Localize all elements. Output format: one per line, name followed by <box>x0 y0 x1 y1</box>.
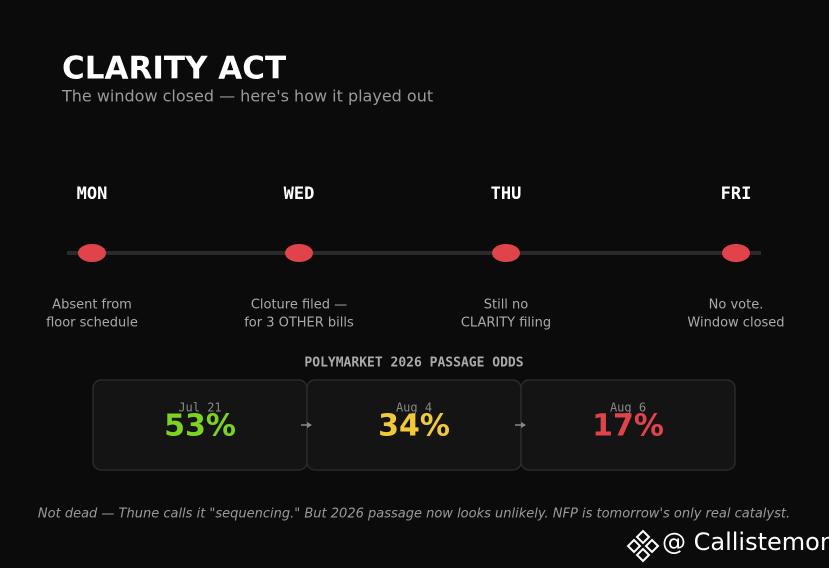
day-label: FRI <box>721 184 752 204</box>
watermark-icon <box>626 529 660 563</box>
day-note: for 3 OTHER bills <box>244 316 354 331</box>
day-label: MON <box>77 184 108 204</box>
watermark: @ Callistemon <box>662 528 829 556</box>
timeline-dot <box>285 244 313 262</box>
timeline-dot <box>722 244 750 262</box>
odds-date: Aug 4 <box>396 401 432 415</box>
arrow-head <box>307 422 312 428</box>
day-note: Still no <box>484 298 529 313</box>
day-note: Absent from <box>52 298 132 313</box>
day-note: floor schedule <box>46 316 138 331</box>
odds-value: 34% <box>378 409 450 444</box>
subtitle: The window closed — here's how it played… <box>61 87 433 106</box>
odds-date: Aug 6 <box>610 401 646 415</box>
day-label: THU <box>491 184 522 204</box>
day-note: No vote. <box>709 298 764 313</box>
day-label: WED <box>284 184 315 204</box>
day-note: Cloture filed — <box>251 298 347 313</box>
title: CLARITY ACT <box>62 51 286 87</box>
odds-title: POLYMARKET 2026 PASSAGE ODDS <box>304 356 523 371</box>
timeline-dot <box>492 244 520 262</box>
timeline-dot <box>78 244 106 262</box>
day-note: Window closed <box>687 316 784 331</box>
odds-date: Jul 21 <box>178 401 221 415</box>
footer-note: Not dead — Thune calls it "sequencing." … <box>38 507 790 522</box>
odds-value: 53% <box>164 409 236 444</box>
day-note: CLARITY filing <box>461 316 551 331</box>
arrow-head <box>521 422 526 428</box>
odds-value: 17% <box>592 409 664 444</box>
